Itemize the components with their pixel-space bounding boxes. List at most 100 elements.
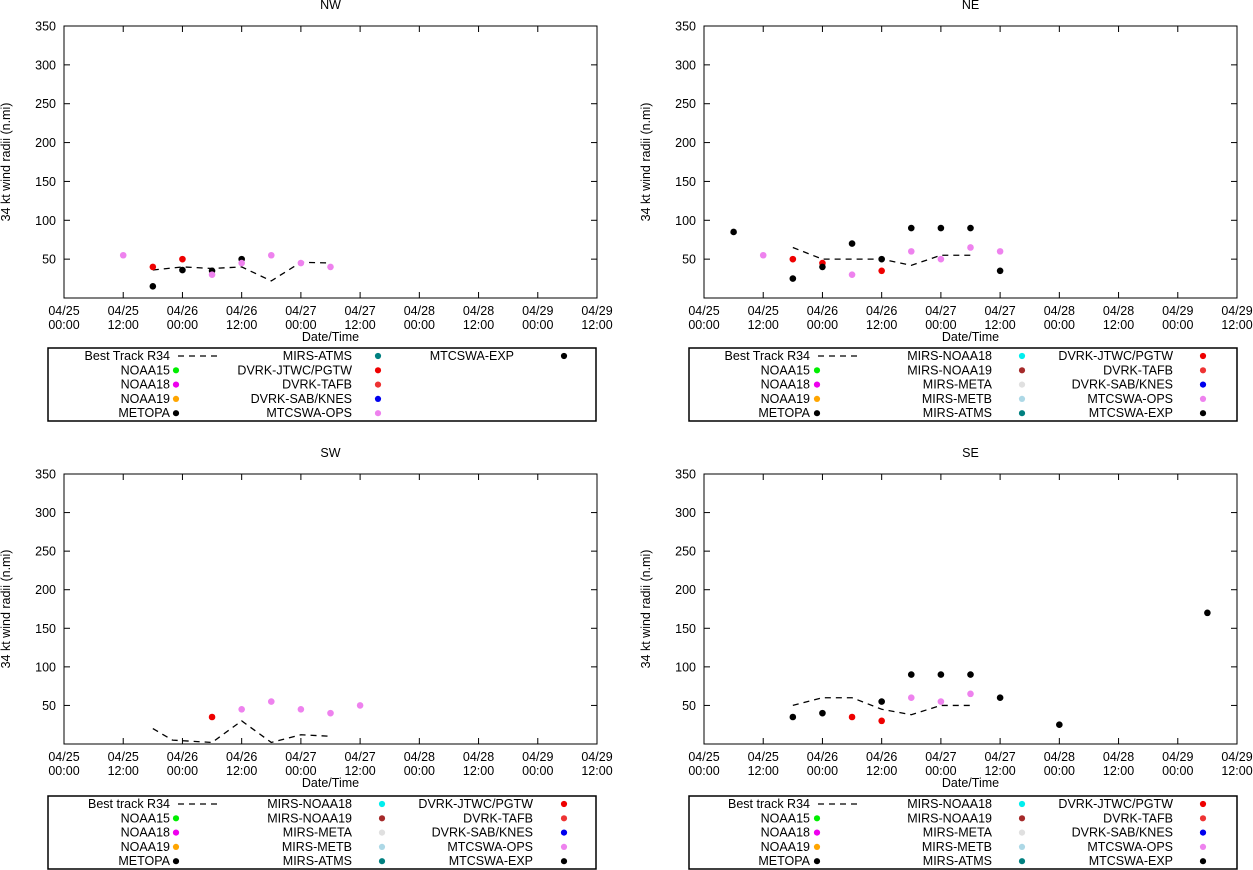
- data-point: [1056, 721, 1063, 729]
- legend-label: METOPA: [758, 854, 810, 868]
- legend-label: Best track R34: [728, 797, 810, 811]
- data-point: [819, 709, 826, 717]
- x-tick-label: 04/27: [925, 750, 956, 764]
- legend-label: DVRK-TAFB: [463, 811, 533, 825]
- data-point: [267, 698, 275, 705]
- y-tick-label: 200: [675, 583, 696, 597]
- x-tick-label: 04/28: [404, 750, 435, 764]
- x-tick-label: 04/26: [167, 304, 198, 318]
- data-point: [996, 267, 1004, 275]
- x-tick-label: 04/29: [522, 750, 553, 764]
- legend-box: [688, 347, 1238, 422]
- y-tick-label: 50: [682, 253, 696, 267]
- x-tick-label: 12:00: [984, 318, 1015, 332]
- chart-title: SW: [320, 446, 340, 460]
- legend-label: MIRS-NOAA18: [907, 349, 992, 363]
- data-point: [996, 248, 1004, 255]
- chart-panel-nw: NW5010015020025030035004/2500:0004/2512:…: [0, 0, 613, 422]
- x-tick-label: 04/25: [48, 750, 79, 764]
- chart-panel-sw: SW5010015020025030035004/2500:0004/2512:…: [0, 446, 613, 870]
- legend-label: NOAA19: [761, 392, 810, 406]
- x-tick-label: 12:00: [581, 318, 612, 332]
- best-track-line: [152, 720, 331, 744]
- y-tick-label: 250: [35, 545, 56, 559]
- legend-label: Best Track R34: [725, 349, 810, 363]
- x-tick-label: 12:00: [226, 764, 257, 778]
- data-point: [848, 271, 856, 278]
- legend-marker: [813, 815, 821, 822]
- data-point: [967, 671, 974, 678]
- y-tick-label: 100: [35, 214, 56, 228]
- x-tick-label: 00:00: [48, 764, 79, 778]
- data-point: [208, 713, 216, 721]
- x-tick-label: 12:00: [1103, 764, 1134, 778]
- legend-label: MTCSWA-OPS: [266, 406, 352, 420]
- legend-marker: [813, 381, 821, 388]
- legend-marker: [1018, 829, 1026, 836]
- x-tick-label: 00:00: [1044, 764, 1075, 778]
- data-point: [907, 224, 915, 232]
- legend-marker: [374, 381, 382, 388]
- legend-label: DVRK-TAFB: [1103, 363, 1173, 377]
- y-tick-label: 50: [42, 699, 56, 713]
- legend-marker: [374, 367, 382, 374]
- x-tick-label: 04/26: [226, 304, 257, 318]
- x-tick-label: 00:00: [1162, 318, 1193, 332]
- best-track-line: [792, 697, 971, 716]
- y-tick-label: 350: [675, 20, 696, 34]
- legend-label: NOAA15: [761, 811, 810, 825]
- x-tick-label: 00:00: [925, 318, 956, 332]
- x-tick-label: 04/29: [1162, 750, 1193, 764]
- data-point: [789, 275, 797, 282]
- x-tick-label: 04/26: [866, 750, 897, 764]
- data-point: [789, 713, 797, 721]
- x-tick-label: 04/25: [748, 304, 779, 318]
- data-point: [208, 271, 216, 278]
- data-point: [907, 671, 915, 678]
- chart-panel-ne: NE5010015020025030035004/2500:0004/2512:…: [639, 0, 1253, 422]
- x-tick-label: 04/27: [344, 750, 375, 764]
- x-axis-label: Date/Time: [302, 776, 359, 790]
- data-point: [907, 248, 915, 255]
- x-tick-label: 04/26: [167, 750, 198, 764]
- legend-marker: [1199, 800, 1207, 808]
- legend-label: NOAA18: [761, 378, 810, 392]
- legend-marker: [378, 858, 386, 865]
- legend-label: MIRS-ATMS: [283, 349, 352, 363]
- x-tick-label: 12:00: [108, 764, 139, 778]
- data-point: [149, 283, 157, 290]
- data-point: [819, 263, 826, 271]
- legend-marker: [374, 352, 382, 360]
- data-point: [179, 266, 186, 274]
- legend-label: MIRS-ATMS: [283, 854, 352, 868]
- legend-label: DVRK-TAFB: [282, 378, 352, 392]
- x-tick-label: 00:00: [807, 764, 838, 778]
- legend-marker: [378, 843, 386, 851]
- plot-frame: [63, 473, 598, 745]
- x-tick-label: 12:00: [1221, 764, 1252, 778]
- chart-title: SE: [962, 446, 979, 460]
- legend-label: MTCSWA-OPS: [447, 840, 533, 854]
- legend-marker: [1199, 367, 1207, 374]
- legend-marker: [172, 829, 180, 836]
- data-point: [327, 263, 334, 271]
- x-tick-label: 12:00: [581, 764, 612, 778]
- legend-marker: [1199, 410, 1207, 417]
- x-tick-label: 12:00: [866, 318, 897, 332]
- legend-marker: [172, 395, 180, 402]
- legend-marker: [378, 829, 386, 836]
- y-tick-label: 350: [35, 468, 56, 482]
- legend-marker: [813, 829, 821, 836]
- y-tick-label: 250: [675, 545, 696, 559]
- legend-label: Best Track R34: [85, 349, 170, 363]
- legend-marker: [1018, 367, 1026, 374]
- legend-marker: [374, 395, 382, 402]
- x-tick-label: 04/28: [404, 304, 435, 318]
- data-point: [297, 705, 305, 713]
- x-tick-label: 04/29: [1221, 750, 1252, 764]
- legend-marker: [1199, 858, 1207, 865]
- x-tick-label: 04/27: [285, 750, 316, 764]
- x-tick-label: 00:00: [285, 764, 316, 778]
- x-tick-label: 04/25: [748, 750, 779, 764]
- y-axis-label: 34 kt wind radii (n.mi): [639, 550, 653, 669]
